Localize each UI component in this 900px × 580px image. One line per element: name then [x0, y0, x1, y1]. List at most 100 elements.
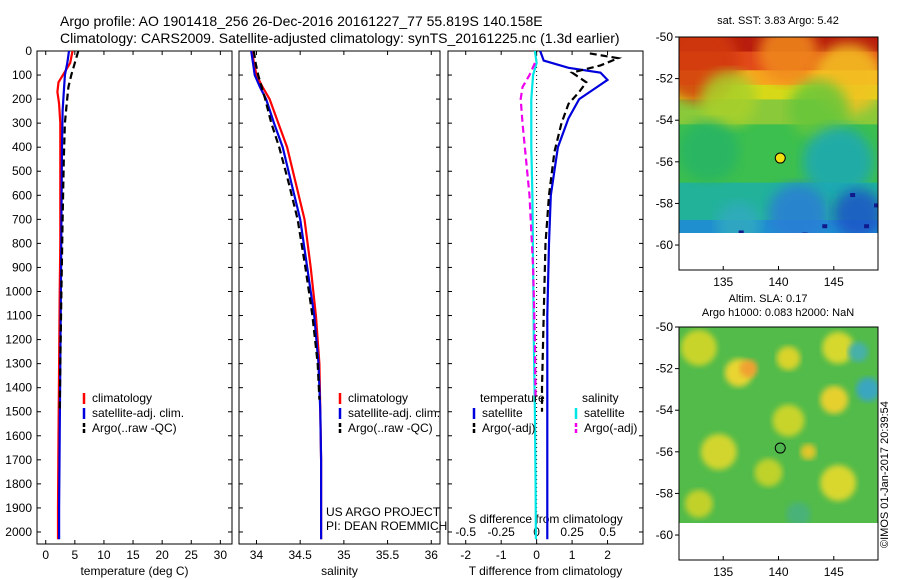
lat-tick-label: -58 — [656, 486, 674, 500]
depth-tick-label: 1700 — [5, 453, 32, 467]
legend-label: climatology — [348, 391, 408, 405]
sla-patch — [739, 359, 758, 378]
sla-patch — [684, 489, 713, 518]
sst-speck — [689, 235, 694, 239]
sst-patch — [803, 126, 874, 197]
sla_map-field — [679, 327, 878, 523]
depth-tick-label: 800 — [12, 236, 32, 250]
depth-tick-label: 100 — [12, 68, 32, 82]
sla-map-title-line1: Altim. SLA: 0.17 — [729, 293, 808, 305]
series-line-temperature-satellite — [539, 50, 610, 540]
argo-location-marker — [774, 152, 786, 164]
depth-tick-label: 1500 — [5, 405, 32, 419]
x-tick-label: 36 — [425, 548, 439, 562]
lon-tick-label: 140 — [768, 275, 788, 289]
x-tick-label: -2 — [460, 548, 471, 562]
depth-tick-label: 600 — [12, 188, 32, 202]
depth-tick-label: 200 — [12, 92, 32, 106]
sla-patch — [820, 465, 857, 502]
s-tick-label: 0.25 — [560, 525, 584, 539]
difference-panel: -2 -1 0 1 2 T difference from climatology -0.5… — [447, 50, 644, 578]
lon-tick-label: 135 — [713, 565, 733, 579]
series-line-salinity-argo-adj- — [519, 62, 537, 400]
sst_map-panel: -50 -52 -54 -56 -58 -60 135 140 145 — [656, 30, 879, 289]
legend-label: satellite-adj. clim. — [348, 406, 440, 420]
temperature-panel: 0100200300400500600700800900100011001200… — [5, 44, 233, 578]
sla-patch — [800, 443, 817, 460]
sst-speck — [838, 237, 843, 241]
series-line-satellite-adj-clim- — [250, 50, 323, 540]
figure-title-line1: Argo profile: AO 1901418_256 26-Dec-2016… — [60, 13, 543, 29]
lat-tick-label: -60 — [656, 238, 674, 252]
depth-tick-label: 1400 — [5, 381, 32, 395]
legend-label: Argo(-adj) — [482, 421, 535, 435]
x-tick-label: 25 — [185, 548, 199, 562]
difference-xlabel: T difference from climatology — [469, 564, 623, 578]
s-tick-label: -0.5 — [455, 525, 476, 539]
x-tick-label: 30 — [214, 548, 228, 562]
x-tick-label: 0 — [42, 548, 49, 562]
legend-label: Argo(..raw -QC) — [92, 421, 177, 435]
difference-frame — [447, 50, 644, 545]
sst-speck — [738, 230, 744, 233]
legend-label: satellite — [482, 406, 523, 420]
sst-patch — [758, 37, 819, 84]
x-tick-label: 5 — [71, 548, 78, 562]
depth-tick-label: 300 — [12, 116, 32, 130]
sst_map-field — [679, 37, 878, 243]
depth-tick-label: 400 — [12, 140, 32, 154]
salinity-frame — [238, 50, 441, 545]
x-tick-label: 20 — [155, 548, 169, 562]
sla-patch — [680, 329, 717, 366]
x-tick-label: 34.5 — [288, 548, 312, 562]
lat-tick-label: -52 — [656, 362, 674, 376]
sla-patch — [754, 458, 783, 487]
sla-patch — [772, 404, 805, 437]
sla-patch — [848, 341, 869, 362]
project-annotation: US ARGO PROJECT — [326, 505, 441, 519]
depth-tick-label: 700 — [12, 212, 32, 226]
imos-credit: ©IMOS 01-Jan-2017 20:39:54 — [879, 401, 891, 548]
sst-patch — [679, 121, 739, 182]
sla-patch — [856, 377, 878, 402]
depth-tick-label: 1200 — [5, 333, 32, 347]
legend-label: Argo(-adj) — [584, 421, 637, 435]
x-tick-label: 34 — [250, 548, 264, 562]
sst-speck — [850, 193, 856, 198]
s-diff-xlabel: S difference from climatology — [468, 512, 623, 526]
lat-tick-label: -56 — [656, 155, 674, 169]
lon-tick-label: 145 — [824, 275, 844, 289]
x-tick-label: -1 — [496, 548, 507, 562]
depth-tick-label: 1100 — [6, 309, 32, 323]
depth-tick-label: 500 — [12, 164, 32, 178]
lat-tick-label: -58 — [656, 196, 674, 210]
salinity-panel: 34 34.5 35 35.5 36 salinity — [238, 50, 441, 578]
depth-tick-label: 0 — [25, 44, 32, 58]
series-line-temperature-argo-adj- — [540, 52, 623, 412]
depth-tick-label: 1800 — [5, 477, 32, 491]
lat-tick-label: -54 — [656, 113, 674, 127]
sst-speck — [779, 239, 784, 243]
x-tick-label: 10 — [97, 548, 111, 562]
series-line-argo-raw-qc- — [252, 50, 321, 400]
project-annotation: PI: DEAN ROEMMICH — [326, 519, 447, 533]
series-line-climatology — [56, 50, 74, 540]
lat-tick-label: -56 — [656, 445, 674, 459]
sla_map-panel: -50 -52 -54 -56 -58 -60 135 140 145 — [656, 320, 879, 579]
lat-tick-label: -60 — [656, 528, 674, 542]
sst-speck — [703, 239, 708, 243]
legend-label: Argo(..raw -QC) — [348, 421, 433, 435]
depth-tick-label: 900 — [12, 260, 32, 274]
sst-patch — [833, 188, 878, 233]
legend-title-salinity: salinity — [582, 391, 619, 405]
lon-tick-label: 140 — [768, 565, 788, 579]
sla-map-title-line2: Argo h1000: 0.083 h2000: NaN — [702, 307, 854, 319]
lat-tick-label: -52 — [656, 72, 674, 86]
depth-tick-label: 1900 — [5, 501, 32, 515]
figure-title-line2: Climatology: CARS2009. Satellite-adjuste… — [60, 30, 620, 46]
x-tick-label: 0 — [533, 548, 540, 562]
sla-patch — [776, 346, 801, 371]
legend-label: climatology — [92, 391, 152, 405]
